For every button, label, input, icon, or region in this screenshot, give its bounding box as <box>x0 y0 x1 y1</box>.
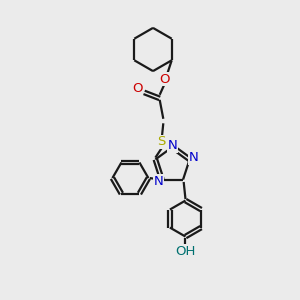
Text: N: N <box>188 152 198 164</box>
Text: O: O <box>132 82 143 95</box>
Text: O: O <box>160 73 170 86</box>
Text: N: N <box>154 175 164 188</box>
Text: S: S <box>158 135 166 148</box>
Text: N: N <box>168 139 177 152</box>
Text: OH: OH <box>175 245 196 258</box>
